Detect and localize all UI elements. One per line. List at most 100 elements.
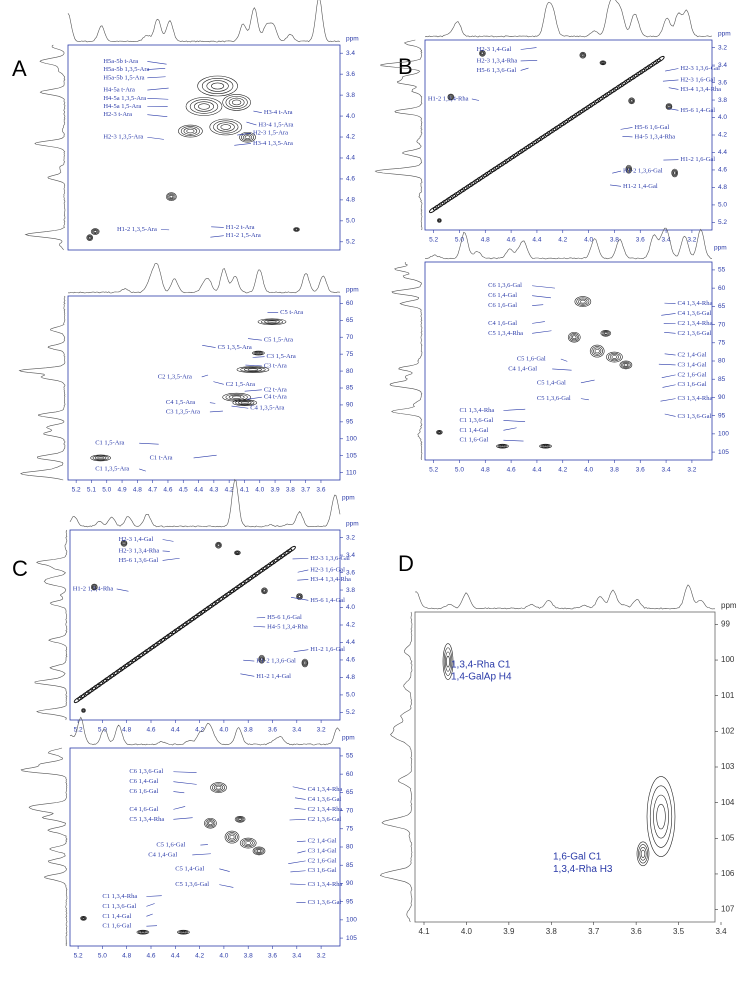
contour-peak — [236, 366, 270, 373]
contour-peak — [185, 97, 223, 116]
contour-peak — [128, 658, 137, 665]
contour-peak — [640, 849, 646, 858]
contour-peak — [667, 104, 671, 109]
contour-peak — [228, 97, 245, 108]
peak-annotation: C4 1,5-Ara — [166, 399, 195, 406]
contour-peak — [273, 556, 282, 563]
annotation-arrow — [560, 358, 568, 362]
y-tick-label: 55 — [718, 267, 726, 274]
contour-peak — [614, 84, 623, 91]
y-tick-label: 4.6 — [346, 657, 355, 664]
contour-peak — [438, 219, 441, 222]
x-tick-label: 3.2 — [687, 237, 696, 244]
contour-peak — [189, 99, 219, 114]
peak-annotation: C6 1,3,6-Gal — [129, 768, 163, 775]
contour-peak — [600, 329, 612, 337]
x-tick-label: 5.0 — [455, 467, 464, 474]
y-tick-label: 3.6 — [718, 79, 727, 86]
y-tick-label: 60 — [346, 300, 354, 307]
contour-peak — [580, 52, 586, 58]
contour-peak — [166, 192, 177, 201]
contour-peak — [639, 847, 647, 861]
y-unit: ppm — [721, 601, 737, 610]
contour-peak — [252, 350, 265, 356]
contour-peak — [479, 173, 487, 180]
contour-peak — [500, 445, 505, 448]
contour-peak — [506, 155, 515, 162]
contour-peak — [204, 604, 213, 612]
contour-peak — [222, 591, 231, 599]
contour-peak — [228, 394, 245, 400]
contour-peak — [587, 101, 596, 109]
contour-peak — [626, 165, 632, 173]
y-tick-label: 100 — [721, 655, 735, 664]
contour-peak — [626, 166, 631, 172]
contour-peak — [622, 362, 630, 368]
x-tick-label: 3.8 — [546, 927, 558, 936]
contour-peak — [139, 650, 147, 658]
contour-peak — [672, 170, 677, 176]
y-tick-label: 70 — [346, 807, 354, 814]
contour-peak — [232, 395, 242, 399]
annotation-arrow — [146, 913, 153, 917]
peak-annotation: H5a-5b 1,5-Ara — [103, 74, 144, 81]
annotation-arrow — [237, 132, 252, 136]
annotation-arrow — [661, 374, 676, 379]
contour-peak — [255, 848, 263, 854]
peak-annotation: C5 1,4-Gal — [537, 379, 566, 386]
contour-peak — [179, 622, 187, 629]
contour-peak — [629, 73, 638, 81]
contour-peak — [437, 219, 441, 222]
x-tick-label: 3.5 — [673, 927, 685, 936]
peak-annotation: C6 1,4-Gal — [129, 778, 158, 785]
peak-annotation: C2 1,6-Gal — [308, 857, 337, 864]
peak-annotation: C1 1,5-Ara — [95, 440, 124, 447]
contour-peak — [211, 82, 225, 90]
annotation-arrow — [201, 374, 209, 378]
contour-peak — [595, 96, 603, 104]
y-tick-label: 3.6 — [346, 569, 355, 576]
contour-peak — [297, 594, 302, 599]
contour-peak — [227, 833, 237, 841]
contour-peak — [164, 632, 173, 640]
x-tick-label: 4.0 — [219, 727, 228, 734]
spectrum-trace — [424, 0, 713, 38]
annotation-arrow — [147, 76, 166, 79]
contour-peak — [261, 588, 268, 594]
contour-peak — [437, 218, 442, 223]
contour-peak — [239, 837, 257, 849]
contour-peak — [540, 444, 551, 448]
contour-peak — [253, 351, 264, 355]
contour-peak — [251, 571, 260, 578]
contour-peak — [183, 127, 198, 135]
contour-peak — [560, 119, 569, 127]
peak-annotation: H2-3 1,4-Gal — [119, 536, 154, 543]
peak-annotation: C5 1,3,4-Rha — [488, 330, 523, 337]
x-tick-label: 4.4 — [532, 237, 541, 244]
x-tick-label: 4.6 — [146, 953, 155, 960]
contour-peak — [570, 334, 578, 341]
peak-annotation: C5 1,3,6-Gal — [537, 395, 571, 402]
y-tick-label: 80 — [346, 844, 354, 851]
x-tick-label: 5.2 — [72, 487, 81, 494]
contour-peak — [569, 333, 580, 342]
contour-peak — [266, 561, 275, 568]
peak-annotation: C2 1,6-Gal — [678, 371, 707, 378]
peak-annotation: C2 1,3,6-Gal — [308, 816, 342, 823]
x-tick-label: 4.2 — [195, 727, 204, 734]
peak-annotation: C3 1,6-Gal — [308, 867, 337, 874]
x-unit: ppm — [342, 495, 355, 502]
peak-annotation: C4 1,3,4-Rha — [678, 300, 713, 307]
peak-annotation: C1 1,4-Gal — [459, 427, 488, 434]
y-tick-label: 80 — [346, 368, 354, 375]
contour-peak — [150, 643, 158, 650]
contour-peak — [475, 176, 484, 183]
annotation-arrow — [246, 121, 257, 126]
contour-peak — [88, 236, 91, 239]
peak-annotation: C5 1,3,5-Ara — [218, 344, 252, 351]
annotation-arrow — [290, 883, 306, 885]
annotation-arrow — [580, 379, 595, 384]
peak-annotation: H2-3 1,5-Ara — [253, 130, 288, 137]
spectrum-trace — [389, 261, 423, 461]
contour-peak — [447, 93, 455, 101]
